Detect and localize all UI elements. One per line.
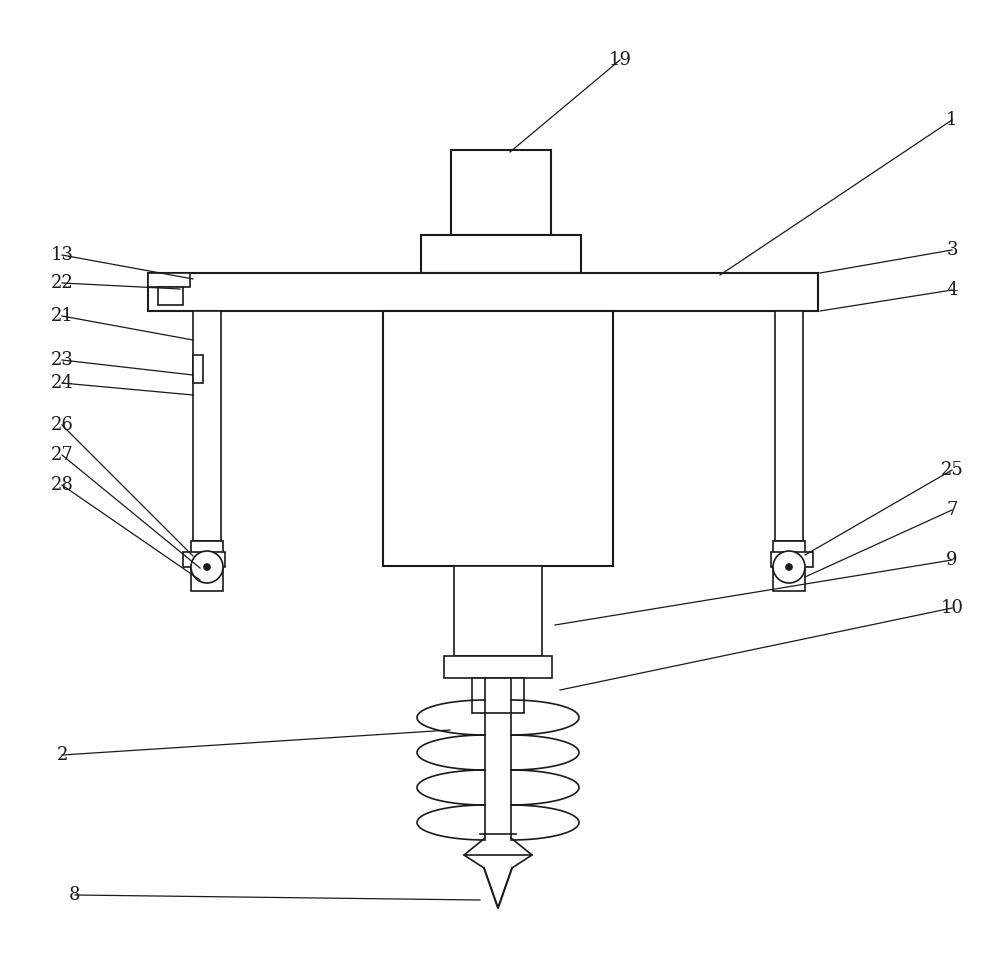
Bar [775, 311, 803, 541]
Bar [771, 552, 813, 567]
Bar [454, 566, 542, 656]
Bar [472, 678, 524, 713]
Text: 24: 24 [51, 374, 73, 392]
Text: 1: 1 [946, 111, 958, 129]
Text: 4: 4 [946, 281, 958, 299]
Text: 26: 26 [51, 416, 73, 434]
Bar [444, 656, 552, 678]
Circle shape [786, 564, 792, 570]
Circle shape [773, 551, 805, 583]
Text: 7: 7 [946, 501, 958, 519]
Bar [183, 552, 225, 567]
Circle shape [191, 551, 223, 583]
Bar [148, 273, 190, 287]
Bar [451, 150, 551, 235]
Bar [148, 273, 818, 311]
Text: 19: 19 [608, 51, 632, 69]
Text: 10: 10 [940, 599, 964, 617]
Bar [158, 287, 183, 305]
Bar [773, 541, 805, 591]
Text: 27: 27 [51, 446, 73, 464]
Text: 13: 13 [50, 246, 74, 264]
Text: 28: 28 [51, 476, 73, 494]
Text: 2: 2 [56, 746, 68, 764]
Text: 21: 21 [51, 307, 73, 325]
Bar [193, 355, 203, 383]
Text: 8: 8 [69, 886, 81, 904]
Bar [191, 541, 223, 591]
Text: 3: 3 [946, 241, 958, 259]
Bar [421, 235, 581, 273]
Bar [383, 311, 613, 566]
Bar [193, 311, 221, 541]
Text: 9: 9 [946, 551, 958, 569]
Text: 25: 25 [941, 461, 963, 479]
Circle shape [204, 564, 210, 570]
Text: 23: 23 [51, 351, 73, 369]
Text: 22: 22 [51, 274, 73, 292]
